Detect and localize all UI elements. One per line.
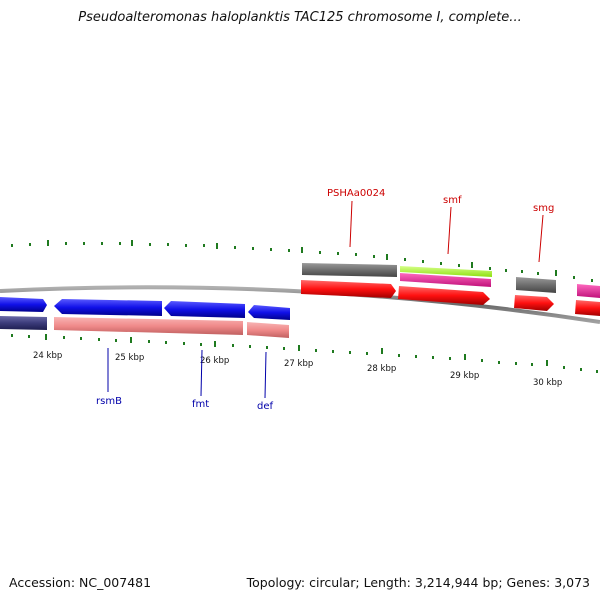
- inner-tick-ring: [11, 334, 598, 373]
- cds-rsmB[interactable]: [54, 299, 162, 316]
- gene-def-salmon[interactable]: [247, 322, 289, 338]
- topology-text: Topology: circular; Length: 3,214,944 bp…: [246, 575, 590, 590]
- tick-label-26kbp: 26 kbp: [200, 356, 229, 366]
- cds-right-edge[interactable]: [575, 300, 600, 316]
- tick-label-24kbp: 24 kbp: [33, 351, 62, 361]
- label-leaders-top: [349, 200, 544, 263]
- gene-label-smg[interactable]: smg: [533, 203, 554, 214]
- cds-smg[interactable]: [514, 295, 554, 311]
- tick-label-29kbp: 29 kbp: [450, 371, 479, 381]
- gene-label-def[interactable]: def: [257, 401, 274, 412]
- label-leaders-bottom: [107, 348, 267, 399]
- gene-rsmB-salmon[interactable]: [54, 317, 243, 335]
- outer-gene-row-a: [302, 263, 600, 298]
- gene-right-edge-magenta[interactable]: [577, 284, 600, 298]
- tick-label-27kbp: 27 kbp: [284, 359, 313, 369]
- outer-gene-row-b: [301, 280, 600, 316]
- gene-label-fmt[interactable]: fmt: [192, 399, 209, 410]
- gene-psha0024[interactable]: [302, 263, 397, 277]
- tick-label-25kbp: 25 kbp: [115, 353, 144, 363]
- gene-smg[interactable]: [516, 277, 556, 293]
- outer-tick-ring: [11, 240, 593, 282]
- gene-left-edge-navy[interactable]: [0, 316, 47, 330]
- cds-fmt[interactable]: [164, 301, 245, 318]
- cds-left-edge[interactable]: [0, 297, 47, 312]
- inner-gene-row-b: [0, 316, 289, 338]
- gene-label-rsmB[interactable]: rsmB: [96, 396, 122, 407]
- gene-label-psha0024[interactable]: PSHAa0024: [327, 188, 385, 199]
- tick-label-28kbp: 28 kbp: [367, 364, 396, 374]
- map-title: Pseudoalteromonas haloplanktis TAC125 ch…: [78, 10, 522, 25]
- chromosome-backbone: [0, 285, 600, 324]
- inner-gene-row-a: [0, 297, 290, 320]
- accession-text: Accession: NC_007481: [9, 575, 152, 590]
- cds-psha0024[interactable]: [301, 280, 396, 298]
- tick-label-30kbp: 30 kbp: [533, 378, 562, 388]
- gene-label-smf[interactable]: smf: [443, 195, 462, 206]
- cds-smf[interactable]: [398, 286, 490, 305]
- gene-smf[interactable]: [400, 266, 492, 277]
- gene-smf-magenta[interactable]: [400, 273, 491, 287]
- cds-def[interactable]: [248, 305, 290, 320]
